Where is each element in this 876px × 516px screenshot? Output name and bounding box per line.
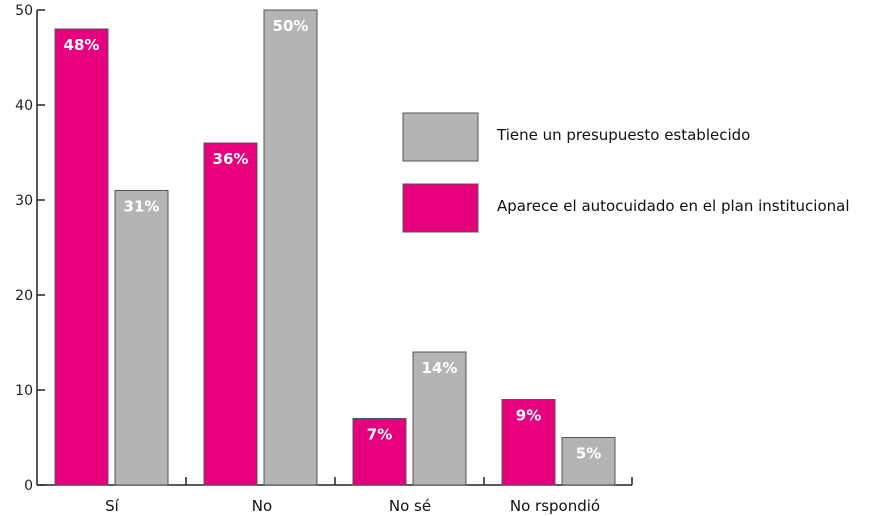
legend-swatch [402, 183, 479, 233]
data-label: 14% [422, 359, 458, 377]
bar-presupuesto-2 [412, 351, 467, 486]
bar-plan-1 [203, 142, 258, 486]
data-labels: 48% 31% 36% 50% 7% 14% 9% 5% [64, 17, 602, 463]
legend-swatch [402, 112, 479, 162]
x-category-label: No rspondió [510, 497, 600, 515]
x-category-label: No sé [389, 497, 431, 515]
bar-presupuesto-1 [263, 9, 318, 486]
bar-plan-3 [501, 399, 556, 486]
x-category-label: No [252, 497, 272, 515]
data-label: 9% [516, 407, 541, 425]
legend: Tiene un presupuesto establecido Aparece … [402, 112, 850, 233]
data-label: 5% [576, 445, 601, 463]
y-tick-label: 10 [15, 383, 33, 399]
data-label: 7% [367, 426, 392, 444]
y-tick-label: 0 [24, 478, 33, 494]
bar-plan-0 [54, 28, 109, 486]
data-label: 36% [213, 150, 249, 168]
x-category-label: Sí [105, 497, 120, 515]
y-tick-label: 30 [15, 193, 33, 209]
legend-label: Tiene un presupuesto establecido [496, 126, 750, 144]
axes: 0 10 20 30 40 50 Sí No No sé No rspondió [15, 3, 633, 515]
y-tick-label: 20 [15, 288, 33, 304]
y-tick-label: 40 [15, 98, 33, 114]
bar-presupuesto-0 [114, 190, 169, 486]
data-label: 50% [273, 17, 309, 35]
data-label: 31% [124, 198, 160, 216]
bar-presupuesto-3 [561, 437, 616, 486]
bar-plan-2 [352, 418, 407, 486]
bars [54, 9, 616, 486]
data-label: 48% [64, 36, 100, 54]
y-tick-label: 50 [15, 3, 33, 19]
legend-label: Aparece el autocuidado en el plan instit… [497, 197, 850, 215]
